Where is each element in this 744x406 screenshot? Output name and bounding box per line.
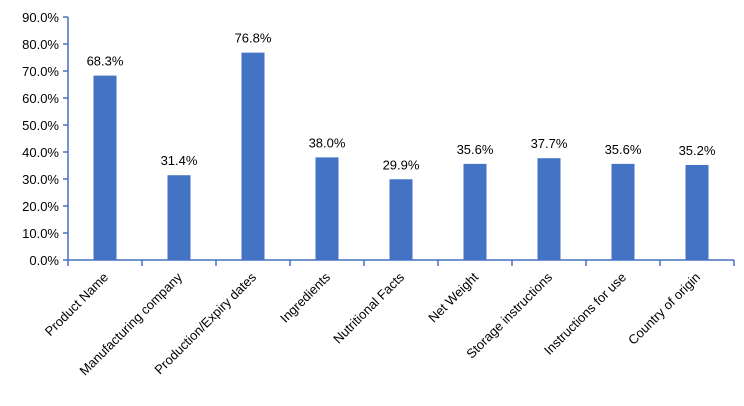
data-label: 35.6% [605, 142, 642, 157]
y-tick-label: 0.0% [29, 253, 59, 268]
category-label: Net Weight [425, 269, 481, 325]
data-label: 35.2% [679, 143, 716, 158]
y-tick-label: 70.0% [22, 64, 59, 79]
y-axis: 0.0% 10.0% 20.0% 30.0% 40.0% 50.0% 60.0% 70.0% 8… [22, 10, 69, 268]
category-label: Nutritional Facts [330, 269, 407, 346]
bar [315, 157, 339, 260]
bar [93, 75, 117, 260]
data-label: 38.0% [309, 135, 346, 150]
y-tick-label: 60.0% [22, 91, 59, 106]
y-tick-label: 80.0% [22, 37, 59, 52]
y-tick-label: 10.0% [22, 226, 59, 241]
y-tick-label: 50.0% [22, 118, 59, 133]
category-label: Product Name [42, 270, 111, 339]
bar [537, 158, 561, 260]
bar [241, 52, 265, 260]
y-tick-label: 30.0% [22, 172, 59, 187]
data-label: 76.8% [235, 31, 272, 46]
x-axis [67, 259, 735, 266]
data-label: 35.6% [457, 142, 494, 157]
data-label: 29.9% [383, 157, 420, 172]
bar [389, 179, 413, 260]
category-label: Country of origin [625, 270, 703, 348]
y-tick-label: 40.0% [22, 145, 59, 160]
data-labels: 68.3% 31.4% 76.8% 38.0% 29.9% 35.6% 37.7% 35.6%… [87, 31, 716, 173]
data-label: 37.7% [531, 136, 568, 151]
bar [685, 164, 709, 260]
y-tick-label: 90.0% [22, 10, 59, 25]
bar [463, 163, 487, 260]
y-tick-label: 20.0% [22, 199, 59, 214]
bar [611, 163, 635, 260]
category-label: Instructions for use [541, 270, 629, 358]
data-label: 68.3% [87, 54, 124, 69]
bar [167, 175, 191, 260]
bars [93, 52, 709, 260]
category-label: Ingredients [277, 269, 333, 325]
data-label: 31.4% [161, 153, 198, 168]
